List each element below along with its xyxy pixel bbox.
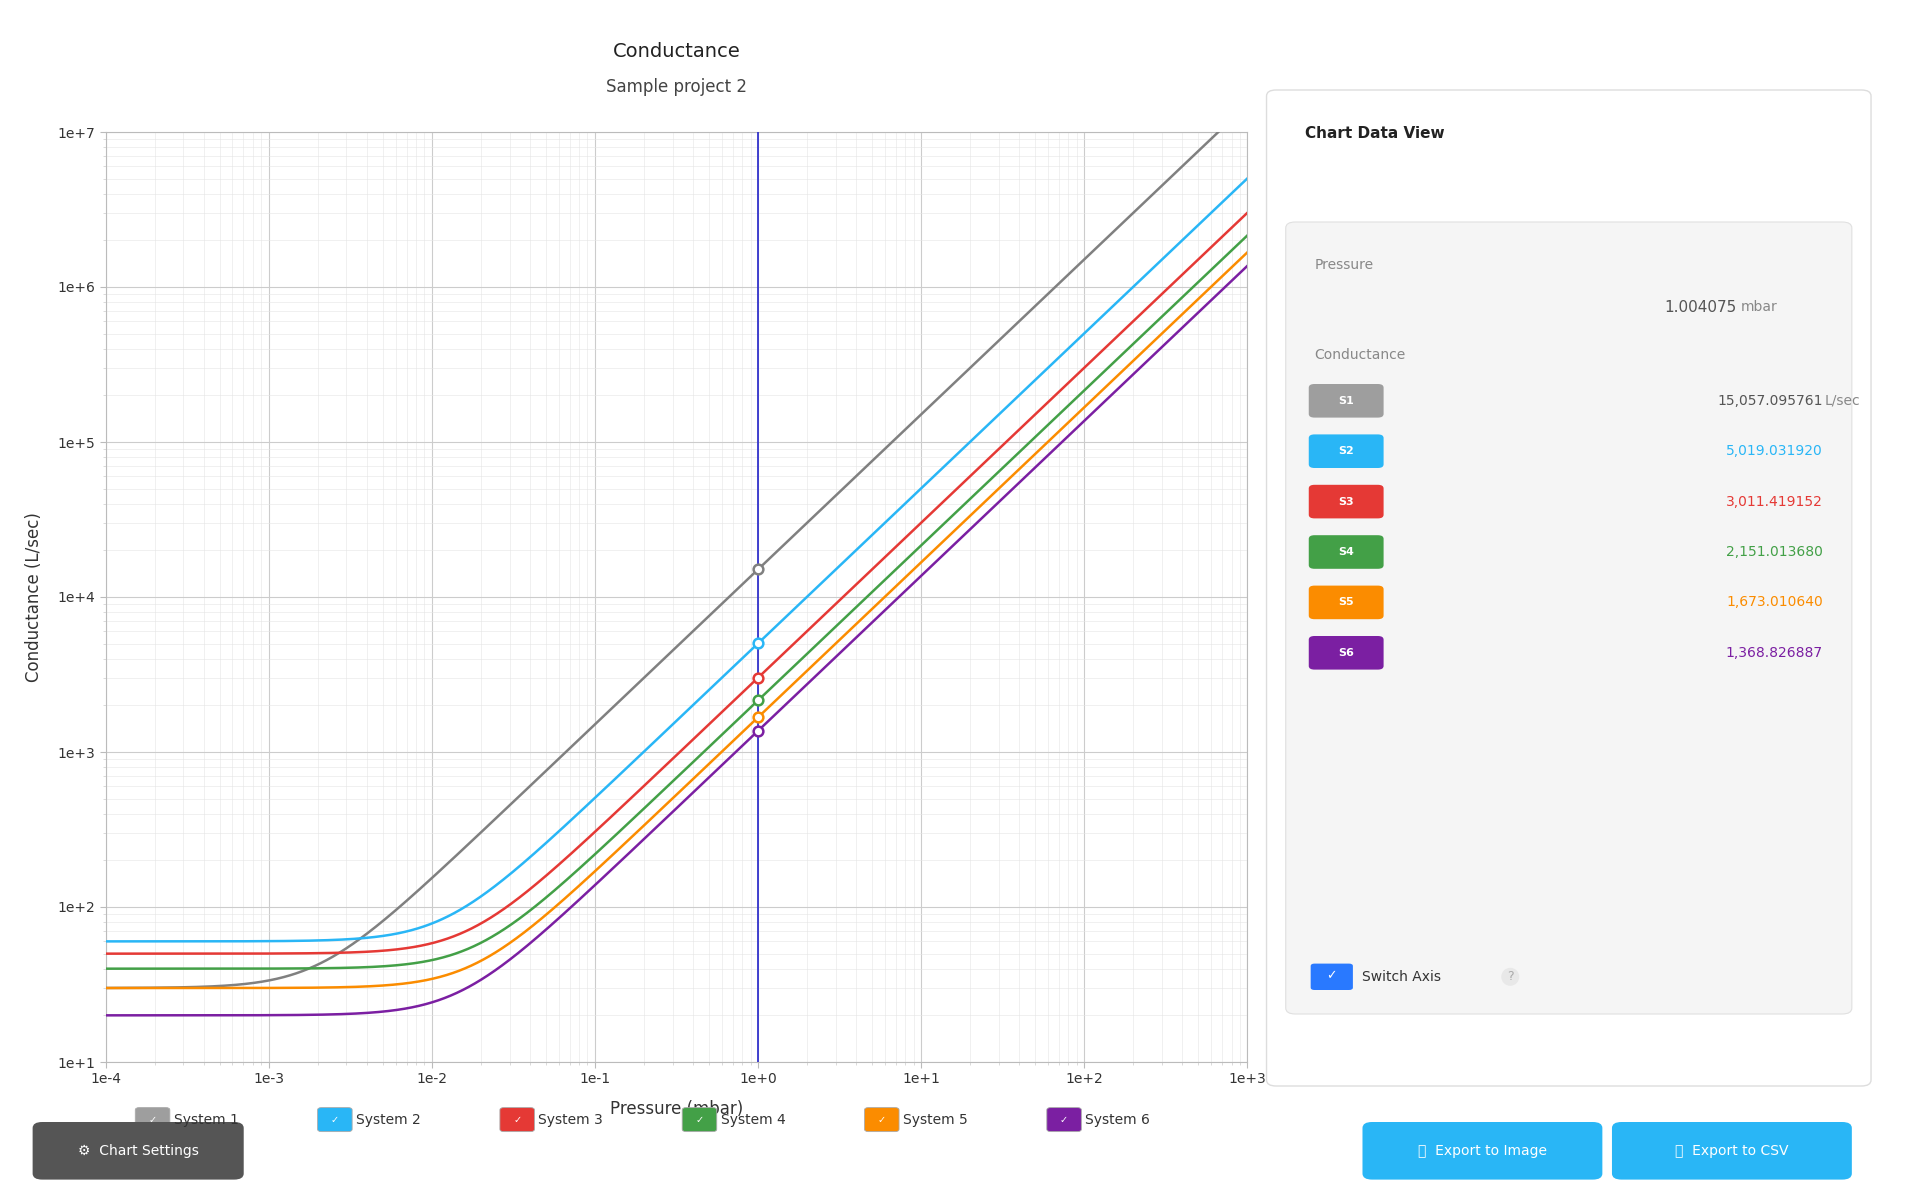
Text: S1: S1 [1338,396,1355,406]
X-axis label: Pressure (mbar): Pressure (mbar) [610,1100,743,1118]
Text: 1,673.010640: 1,673.010640 [1727,595,1823,610]
Text: ✓: ✓ [877,1115,887,1124]
Text: 1.004075: 1.004075 [1664,300,1737,316]
Text: Chart Data View: Chart Data View [1305,126,1445,140]
Text: System 6: System 6 [1084,1112,1149,1127]
Text: 2,151.013680: 2,151.013680 [1727,545,1823,559]
Text: 📊  Export to CSV: 📊 Export to CSV [1675,1144,1789,1158]
Text: ✓: ✓ [1059,1115,1069,1124]
Text: System 4: System 4 [722,1112,785,1127]
Text: ✓: ✓ [695,1115,704,1124]
Text: mbar: mbar [1741,300,1777,314]
Text: System 1: System 1 [173,1112,238,1127]
Text: S6: S6 [1338,648,1355,658]
Text: Sample project 2: Sample project 2 [606,78,746,96]
Text: Switch Axis: Switch Axis [1362,970,1441,984]
Text: 1,368.826887: 1,368.826887 [1725,646,1823,660]
Text: ✓: ✓ [512,1115,522,1124]
Text: 🖼  Export to Image: 🖼 Export to Image [1418,1144,1547,1158]
Text: 3,011.419152: 3,011.419152 [1727,494,1823,509]
Text: S3: S3 [1338,497,1355,506]
Text: System 5: System 5 [904,1112,967,1127]
Text: 15,057.095761: 15,057.095761 [1718,394,1823,408]
Text: S5: S5 [1338,598,1355,607]
Text: S2: S2 [1338,446,1355,456]
Text: ✓: ✓ [330,1115,340,1124]
Text: Conductance: Conductance [1315,348,1407,362]
Y-axis label: Conductance (L/sec): Conductance (L/sec) [25,512,44,682]
Text: 5,019.031920: 5,019.031920 [1727,444,1823,458]
Text: System 2: System 2 [355,1112,420,1127]
Text: Conductance: Conductance [612,42,741,61]
Text: ⚙  Chart Settings: ⚙ Chart Settings [79,1144,198,1158]
Text: Pressure: Pressure [1315,258,1374,272]
Text: S4: S4 [1338,547,1355,557]
Text: ✓: ✓ [1326,970,1338,982]
Text: ?: ? [1506,971,1514,983]
Text: ✓: ✓ [148,1115,157,1124]
Text: System 3: System 3 [537,1112,603,1127]
Text: L/sec: L/sec [1825,394,1861,408]
